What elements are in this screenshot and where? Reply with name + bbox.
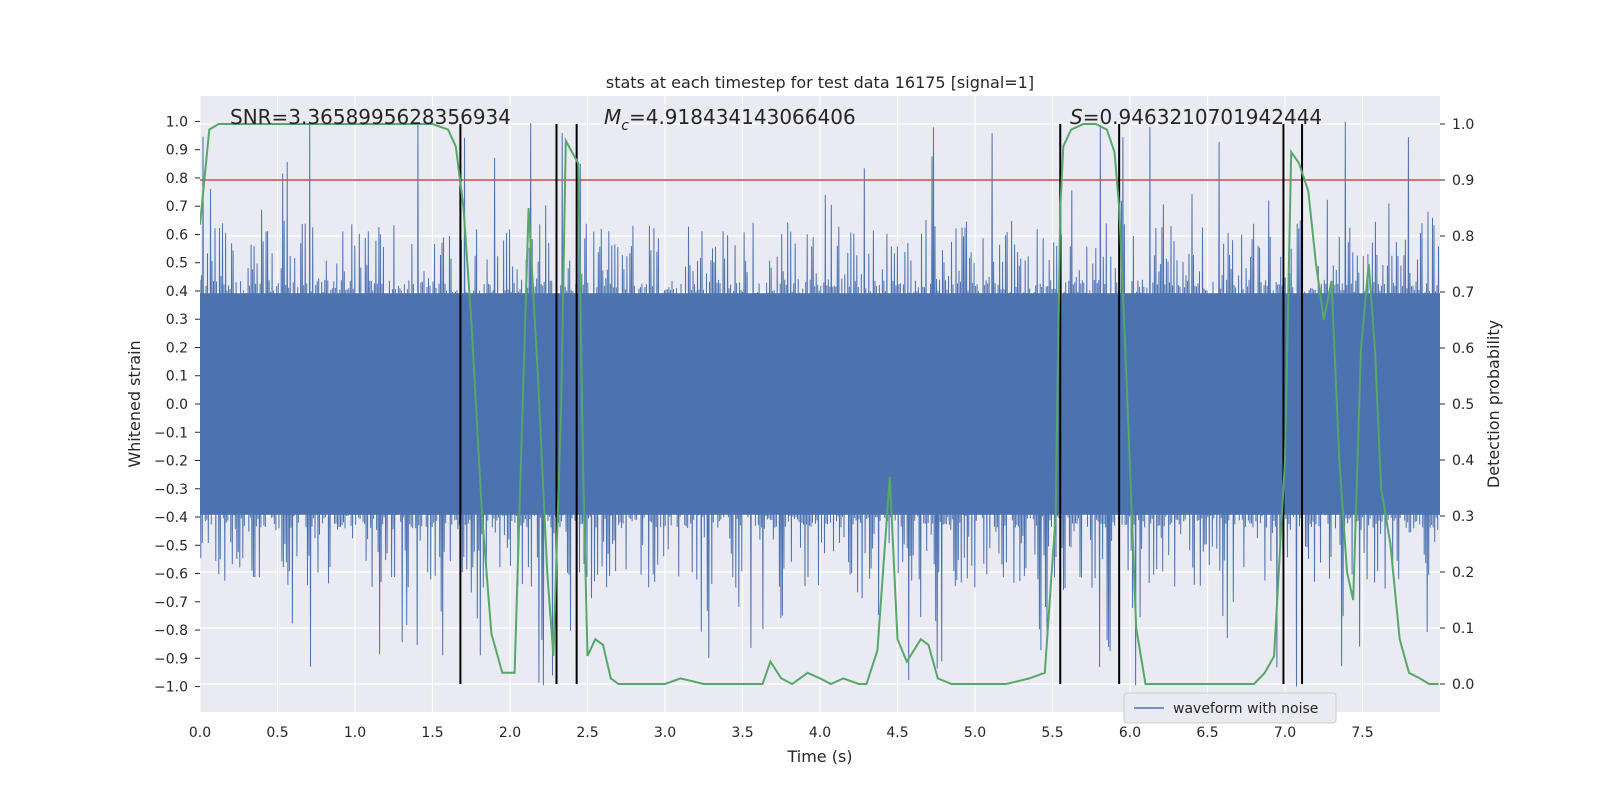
s-value: =0.9463210701942444 xyxy=(1083,105,1322,129)
chirp-mass-value: =4.918434143066406 xyxy=(629,105,856,129)
plot-area xyxy=(200,121,1440,687)
snr-annotation: SNR=3.3658995628356934 xyxy=(230,105,511,129)
y-right-tick-label: 0.4 xyxy=(1452,453,1474,469)
x-tick-label: 3.5 xyxy=(731,725,753,741)
x-tick-label: 5.5 xyxy=(1041,725,1063,741)
legend: waveform with noise xyxy=(1123,692,1337,724)
y-tick-label: 0.5 xyxy=(166,256,188,272)
y-tick-label: −0.6 xyxy=(154,567,188,583)
y-tick-label: −0.8 xyxy=(154,623,188,639)
y-axis-right-label: Detection probability xyxy=(1484,320,1503,488)
x-tick-label: 3.0 xyxy=(654,725,676,741)
x-tick-label: 4.0 xyxy=(809,725,831,741)
y-right-tick-label: 0.6 xyxy=(1452,341,1474,357)
chirp-mass-subscript: c xyxy=(621,118,629,134)
y-axis-label: Whitened strain xyxy=(125,340,144,467)
x-tick-label: 4.5 xyxy=(886,725,908,741)
x-tick-label: 7.0 xyxy=(1274,725,1296,741)
x-axis-label: Time (s) xyxy=(786,747,852,766)
legend-box xyxy=(1123,692,1337,724)
waveform-series xyxy=(200,121,1440,687)
chirp-mass-annotation: Mc=4.918434143066406 xyxy=(604,105,856,134)
y-right-tick-label: 0.2 xyxy=(1452,565,1474,581)
y-right-tick-label: 0.5 xyxy=(1452,397,1474,413)
s-annotation: S=0.9463210701942444 xyxy=(1070,105,1322,129)
waveform-dense-band xyxy=(200,293,1440,515)
y-right-tick-label: 0.3 xyxy=(1452,509,1474,525)
y-tick-label: 0.1 xyxy=(166,369,188,385)
chirp-mass-symbol: M xyxy=(604,105,621,129)
y-tick-label: 0.8 xyxy=(166,171,188,187)
y-right-tick-label: 0.1 xyxy=(1452,621,1474,637)
y-right-tick-label: 0.9 xyxy=(1452,173,1474,189)
y-right-tick-label: 0.0 xyxy=(1452,677,1474,693)
x-axis-ticks: 0.0 0.5 1.0 1.5 2.0 2.5 3.0 3.5 4.0 4.5 5.0 5.5 6.0 6… xyxy=(189,725,1374,741)
y-tick-label: −0.7 xyxy=(154,595,188,611)
y-tick-label: −0.4 xyxy=(154,510,188,526)
y-tick-label: 0.9 xyxy=(166,143,188,159)
x-tick-label: 2.5 xyxy=(576,725,598,741)
x-tick-label: 7.5 xyxy=(1351,725,1373,741)
legend-label: waveform with noise xyxy=(1173,701,1318,717)
y-tick-label: 0.2 xyxy=(166,340,188,356)
y-tick-label: −0.3 xyxy=(154,482,188,498)
y-right-tick-label: 1.0 xyxy=(1452,117,1474,133)
y-tick-label: −1.0 xyxy=(154,680,188,696)
y-tick-label: 0.0 xyxy=(166,397,188,413)
y-tick-label: −0.2 xyxy=(154,454,188,470)
x-tick-label: 1.5 xyxy=(421,725,443,741)
x-tick-label: 2.0 xyxy=(499,725,521,741)
y-tick-label: 1.0 xyxy=(166,114,188,130)
x-tick-label: 6.5 xyxy=(1196,725,1218,741)
s-symbol: S xyxy=(1070,105,1083,129)
x-tick-label: 0.5 xyxy=(266,725,288,741)
y-tick-label: −0.9 xyxy=(154,651,188,667)
y-axis-left-ticks: 1.0 0.9 0.8 0.7 0.6 0.5 0.4 0.3 0.2 0.1 0.0 −0.1 −0.… xyxy=(154,114,200,696)
y-axis-right-ticks: 1.0 0.9 0.8 0.7 0.6 0.5 0.4 0.3 0.2 0.1 0.0 xyxy=(1440,117,1474,693)
y-tick-label: 0.6 xyxy=(166,227,188,243)
y-tick-label: −0.5 xyxy=(154,538,188,554)
x-tick-label: 0.0 xyxy=(189,725,211,741)
chart-title: stats at each timestep for test data 161… xyxy=(606,73,1034,92)
y-tick-label: 0.7 xyxy=(166,199,188,215)
x-tick-label: 5.0 xyxy=(964,725,986,741)
x-tick-label: 1.0 xyxy=(344,725,366,741)
y-right-tick-label: 0.8 xyxy=(1452,229,1474,245)
y-tick-label: −0.1 xyxy=(154,425,188,441)
y-tick-label: 0.4 xyxy=(166,284,188,300)
probability-series xyxy=(200,123,1439,686)
y-right-tick-label: 0.7 xyxy=(1452,285,1474,301)
y-tick-label: 0.3 xyxy=(166,312,188,328)
probability-line xyxy=(200,123,1439,686)
x-tick-label: 6.0 xyxy=(1119,725,1141,741)
